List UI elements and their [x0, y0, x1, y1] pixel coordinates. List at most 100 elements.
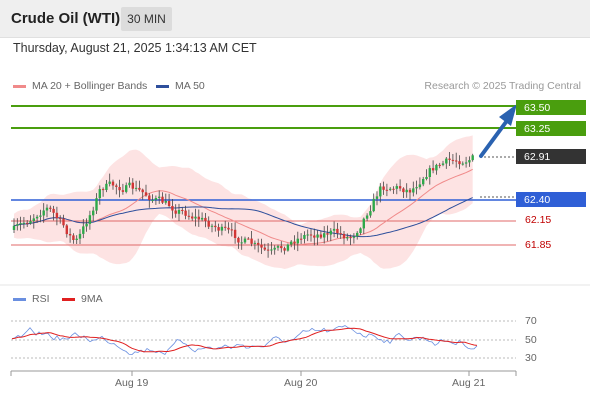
- candle-body: [309, 234, 313, 236]
- candle-body: [273, 247, 276, 250]
- candle-body: [62, 218, 65, 226]
- candle: [200, 212, 204, 222]
- candle: [375, 191, 379, 206]
- candle: [352, 233, 356, 244]
- candle: [369, 205, 372, 218]
- bollinger-band-fill: [14, 135, 473, 269]
- candle-body: [88, 215, 92, 224]
- candle: [323, 226, 326, 244]
- candle-body: [158, 196, 161, 198]
- chart-header-bar: Crude Oil (WTI) 30 MIN: [0, 0, 590, 38]
- candle: [389, 187, 392, 192]
- rsi-tick-70: 70: [525, 315, 537, 327]
- candle: [62, 214, 65, 228]
- candle: [158, 190, 161, 204]
- candle: [425, 169, 428, 181]
- date-label-aug20: Aug 20: [284, 377, 318, 389]
- forecast-arrow: [479, 104, 517, 158]
- candle-body: [230, 229, 233, 231]
- date-label-aug21: Aug 21: [452, 377, 486, 389]
- date-label-aug19: Aug 19: [115, 377, 149, 389]
- candle-body: [121, 190, 125, 192]
- candle-body: [151, 199, 154, 201]
- candle: [151, 194, 154, 203]
- candle-body: [22, 222, 26, 224]
- candle: [237, 236, 240, 249]
- candle: [455, 152, 458, 168]
- candle: [141, 188, 144, 200]
- candle: [105, 180, 108, 193]
- candle-body: [458, 161, 461, 165]
- candle: [240, 236, 243, 250]
- candle: [319, 231, 323, 240]
- candlesticks: [12, 152, 474, 258]
- candle-body: [379, 186, 382, 197]
- candle: [194, 208, 197, 227]
- candle: [197, 209, 200, 227]
- candle-body: [52, 208, 55, 213]
- candle: [92, 206, 95, 222]
- candle: [16, 218, 19, 231]
- candle: [148, 193, 151, 208]
- candle-body: [375, 196, 379, 199]
- candle-body: [352, 236, 356, 238]
- candle-body: [422, 179, 425, 185]
- candle: [98, 185, 101, 205]
- candle-body: [171, 206, 174, 211]
- candle-body: [68, 234, 72, 236]
- support-1-label: 62.15: [525, 214, 552, 226]
- candle: [161, 192, 164, 204]
- candle: [121, 183, 125, 195]
- candle: [32, 214, 35, 229]
- candle-body: [191, 216, 194, 219]
- candle: [220, 223, 224, 236]
- candle-body: [362, 218, 365, 229]
- candle: [362, 217, 365, 235]
- legend-rsi: RSI: [13, 293, 50, 305]
- resistance-2-label: 63.50: [516, 100, 586, 115]
- candle-body: [65, 225, 68, 235]
- candle-body: [29, 221, 32, 224]
- candle-body: [276, 246, 280, 248]
- candle: [75, 235, 78, 244]
- candle: [52, 205, 55, 221]
- candle: [349, 234, 352, 246]
- candle: [356, 231, 359, 240]
- candle: [26, 220, 29, 227]
- candle: [207, 216, 210, 229]
- candle-body: [392, 188, 395, 190]
- candle-body: [451, 159, 455, 161]
- candle-body: [217, 227, 220, 231]
- candle: [85, 218, 88, 232]
- candle: [398, 179, 402, 192]
- timeframe-button[interactable]: 30 MIN: [121, 7, 172, 31]
- candle: [303, 231, 306, 244]
- candle-body: [270, 249, 273, 251]
- candle: [82, 219, 85, 239]
- candle-body: [12, 225, 16, 230]
- candle-body: [233, 229, 237, 238]
- rsi-gridlines: [11, 320, 516, 359]
- candle-body: [286, 244, 290, 251]
- candle-body: [402, 188, 405, 193]
- candle-body: [174, 210, 177, 214]
- candle-body: [49, 207, 52, 209]
- candle: [118, 179, 121, 198]
- x-axis: [10, 370, 517, 376]
- candle: [461, 161, 464, 166]
- candle: [243, 236, 247, 244]
- candle-body: [280, 246, 283, 249]
- candle: [184, 205, 187, 220]
- candle: [448, 152, 451, 166]
- candle: [316, 230, 319, 246]
- candle-body: [461, 163, 464, 165]
- candle-body: [306, 234, 309, 236]
- candle: [464, 156, 468, 168]
- candle-body: [428, 168, 431, 177]
- candle-body: [342, 233, 346, 239]
- 9ma-swatch: [62, 297, 75, 301]
- candle-body: [26, 222, 29, 224]
- legend-ma50-label: MA 50: [175, 80, 205, 92]
- candle-body: [154, 198, 158, 200]
